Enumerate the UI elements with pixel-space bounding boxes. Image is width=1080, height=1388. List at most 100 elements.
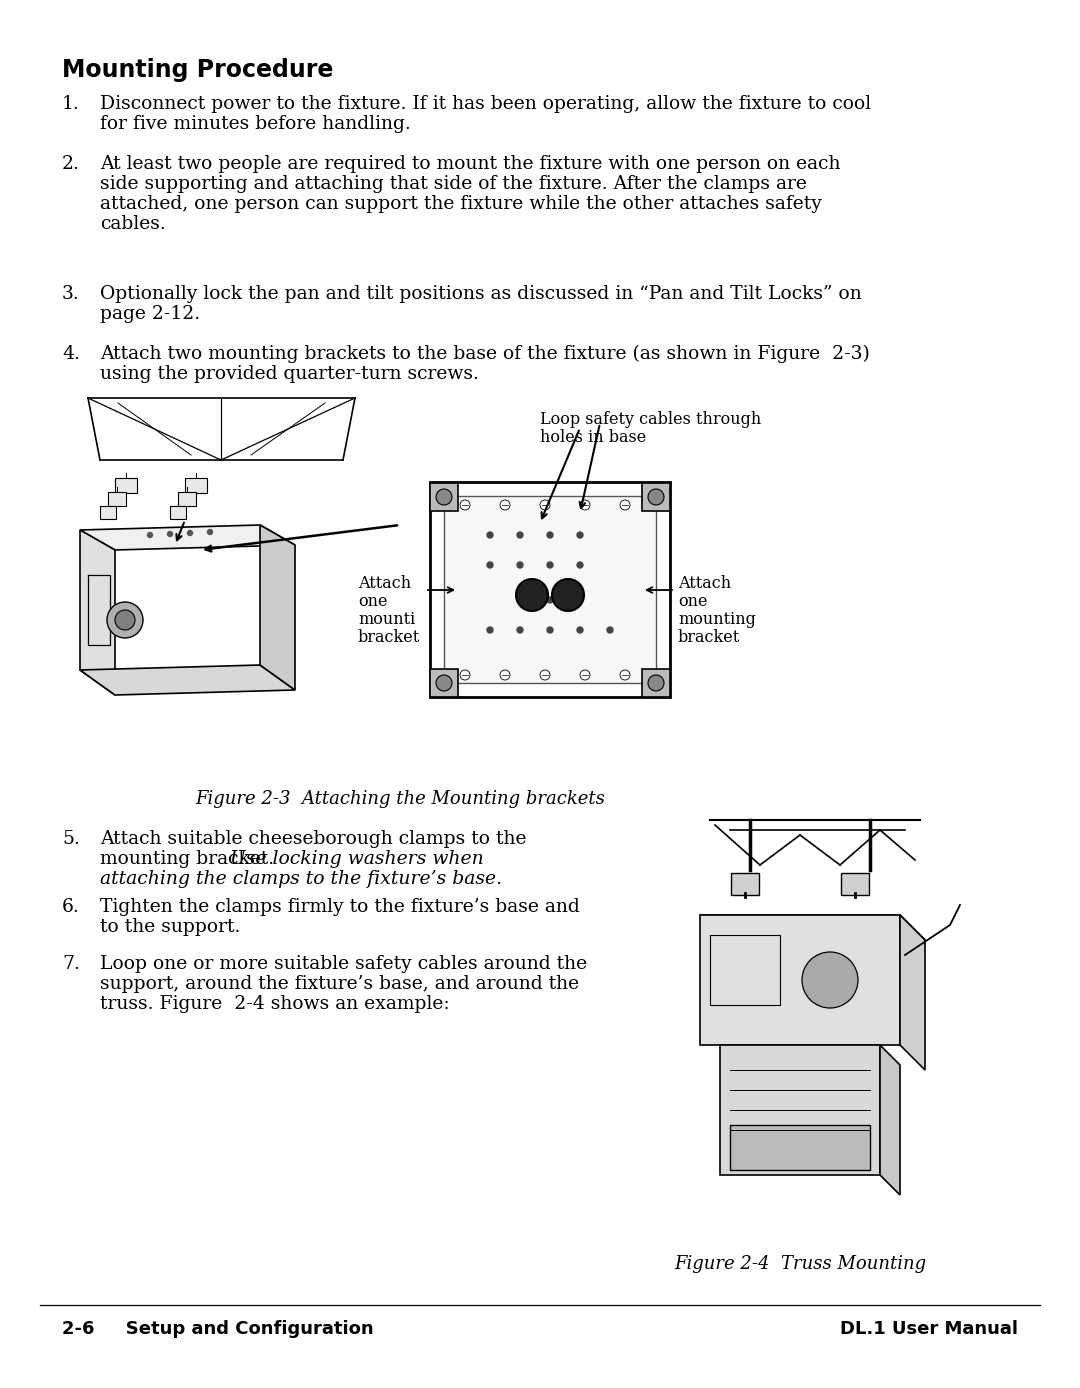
Text: 4.: 4. bbox=[62, 346, 80, 364]
Text: Disconnect power to the fixture. If it has been operating, allow the fixture to : Disconnect power to the fixture. If it h… bbox=[100, 94, 872, 112]
Circle shape bbox=[487, 562, 492, 568]
Text: using the provided quarter-turn screws.: using the provided quarter-turn screws. bbox=[100, 365, 478, 383]
Bar bbox=[642, 669, 670, 697]
Text: support, around the fixture’s base, and around the: support, around the fixture’s base, and … bbox=[100, 974, 579, 992]
Circle shape bbox=[607, 627, 613, 633]
Bar bbox=[642, 483, 670, 511]
Text: bracket: bracket bbox=[357, 629, 420, 645]
Circle shape bbox=[207, 529, 213, 534]
Text: attaching the clamps to the fixture’s base.: attaching the clamps to the fixture’s ba… bbox=[100, 870, 502, 888]
Circle shape bbox=[436, 675, 453, 691]
Bar bbox=[108, 491, 126, 507]
Text: Attach suitable cheeseborough clamps to the: Attach suitable cheeseborough clamps to … bbox=[100, 830, 527, 848]
Circle shape bbox=[802, 952, 858, 1008]
Circle shape bbox=[517, 627, 523, 633]
Circle shape bbox=[517, 562, 523, 568]
Text: Attach: Attach bbox=[678, 575, 731, 593]
Circle shape bbox=[546, 627, 553, 633]
Text: one: one bbox=[357, 593, 388, 609]
Text: to the support.: to the support. bbox=[100, 917, 241, 936]
Bar bbox=[430, 482, 670, 697]
Bar bbox=[170, 507, 186, 519]
Circle shape bbox=[107, 602, 143, 638]
Text: Optionally lock the pan and tilt positions as discussed in “Pan and Tilt Locks” : Optionally lock the pan and tilt positio… bbox=[100, 285, 862, 303]
Bar bbox=[100, 507, 116, 519]
Text: At least two people are required to mount the fixture with one person on each: At least two people are required to moun… bbox=[100, 155, 840, 174]
Text: 1.: 1. bbox=[62, 94, 80, 112]
Text: page 2-12.: page 2-12. bbox=[100, 305, 200, 323]
Bar bbox=[185, 477, 207, 493]
Circle shape bbox=[516, 579, 548, 611]
Circle shape bbox=[517, 532, 523, 539]
Text: mounti: mounti bbox=[357, 611, 415, 627]
Circle shape bbox=[114, 609, 135, 630]
Circle shape bbox=[552, 579, 584, 611]
Text: attached, one person can support the fixture while the other attaches safety: attached, one person can support the fix… bbox=[100, 194, 822, 212]
Polygon shape bbox=[700, 915, 900, 1045]
Text: 6.: 6. bbox=[62, 898, 80, 916]
Circle shape bbox=[436, 489, 453, 505]
Polygon shape bbox=[80, 665, 295, 695]
FancyBboxPatch shape bbox=[841, 873, 869, 895]
Circle shape bbox=[812, 962, 848, 998]
Polygon shape bbox=[80, 530, 114, 695]
Circle shape bbox=[500, 500, 510, 509]
Bar bbox=[430, 669, 458, 697]
Circle shape bbox=[580, 670, 590, 680]
Text: Tighten the clamps firmly to the fixture’s base and: Tighten the clamps firmly to the fixture… bbox=[100, 898, 580, 916]
Circle shape bbox=[577, 562, 583, 568]
Polygon shape bbox=[900, 915, 924, 1070]
Text: Loop one or more suitable safety cables around the: Loop one or more suitable safety cables … bbox=[100, 955, 588, 973]
Circle shape bbox=[460, 670, 470, 680]
Text: Figure 2-3  Attaching the Mounting brackets: Figure 2-3 Attaching the Mounting bracke… bbox=[195, 790, 605, 808]
Text: Attach two mounting brackets to the base of the fixture (as shown in Figure  2-3: Attach two mounting brackets to the base… bbox=[100, 346, 869, 364]
Circle shape bbox=[822, 972, 838, 988]
Circle shape bbox=[188, 530, 192, 536]
Bar bbox=[730, 1126, 870, 1170]
Text: 7.: 7. bbox=[62, 955, 80, 973]
Circle shape bbox=[620, 670, 630, 680]
Text: 5.: 5. bbox=[62, 830, 80, 848]
Circle shape bbox=[546, 562, 553, 568]
Text: 2.: 2. bbox=[62, 155, 80, 174]
Text: Figure 2-4  Truss Mounting: Figure 2-4 Truss Mounting bbox=[674, 1255, 926, 1273]
Circle shape bbox=[577, 627, 583, 633]
Text: holes in base: holes in base bbox=[540, 429, 646, 446]
Text: Attach: Attach bbox=[357, 575, 411, 593]
Polygon shape bbox=[80, 525, 295, 550]
Text: Mounting Procedure: Mounting Procedure bbox=[62, 58, 334, 82]
Bar bbox=[178, 491, 195, 507]
Circle shape bbox=[460, 500, 470, 509]
Text: mounting: mounting bbox=[678, 611, 756, 627]
Circle shape bbox=[167, 532, 173, 537]
Bar bbox=[444, 496, 656, 683]
Text: 2-6     Setup and Configuration: 2-6 Setup and Configuration bbox=[62, 1320, 374, 1338]
Polygon shape bbox=[720, 1045, 880, 1176]
Circle shape bbox=[577, 532, 583, 539]
Circle shape bbox=[540, 500, 550, 509]
Text: truss. Figure  2-4 shows an example:: truss. Figure 2-4 shows an example: bbox=[100, 995, 449, 1013]
Text: cables.: cables. bbox=[100, 215, 165, 233]
Circle shape bbox=[546, 532, 553, 539]
Circle shape bbox=[546, 597, 553, 602]
Text: one: one bbox=[678, 593, 707, 609]
Text: 3.: 3. bbox=[62, 285, 80, 303]
Circle shape bbox=[500, 670, 510, 680]
Text: side supporting and attaching that side of the fixture. After the clamps are: side supporting and attaching that side … bbox=[100, 175, 807, 193]
Circle shape bbox=[620, 500, 630, 509]
Circle shape bbox=[648, 675, 664, 691]
Text: mounting bracket.: mounting bracket. bbox=[100, 849, 280, 868]
Circle shape bbox=[517, 597, 523, 602]
Polygon shape bbox=[880, 1045, 900, 1195]
Text: DL.1 User Manual: DL.1 User Manual bbox=[840, 1320, 1018, 1338]
Text: for five minutes before handling.: for five minutes before handling. bbox=[100, 115, 410, 133]
FancyBboxPatch shape bbox=[731, 873, 759, 895]
Text: Use locking washers when: Use locking washers when bbox=[230, 849, 484, 868]
Circle shape bbox=[148, 533, 152, 537]
Polygon shape bbox=[260, 525, 295, 690]
Bar bbox=[114, 477, 137, 493]
Circle shape bbox=[487, 532, 492, 539]
Circle shape bbox=[648, 489, 664, 505]
Text: bracket: bracket bbox=[678, 629, 740, 645]
Circle shape bbox=[580, 500, 590, 509]
